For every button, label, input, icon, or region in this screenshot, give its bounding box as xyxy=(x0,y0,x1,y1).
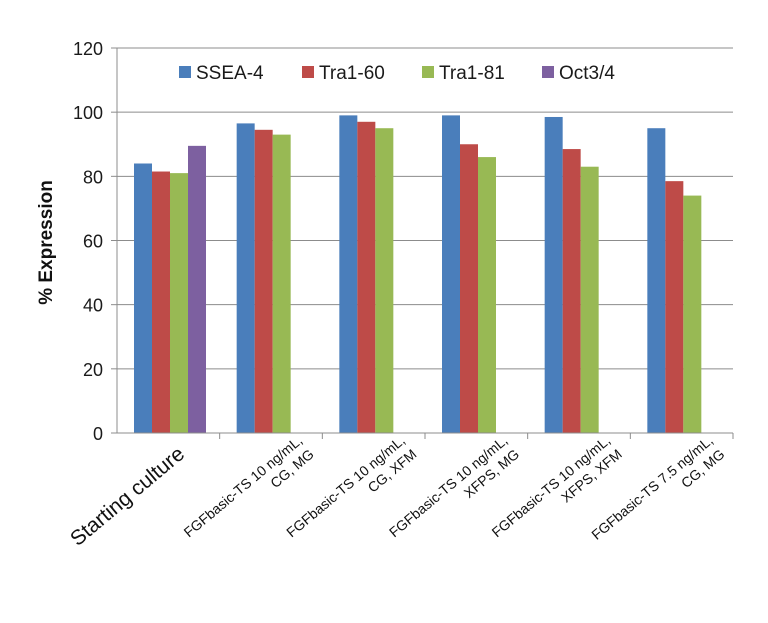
bar-tra1-81-3 xyxy=(478,157,496,434)
bars xyxy=(134,115,702,434)
gridlines xyxy=(117,47,733,370)
y-axis-label: % Expression xyxy=(36,180,57,305)
bar-ssea-4-1 xyxy=(236,123,255,433)
bar-tra1-60-1 xyxy=(254,129,273,433)
bar-tra1-60-0 xyxy=(152,171,170,434)
bar-ssea-4-4 xyxy=(544,116,563,434)
bar-ssea-4-0 xyxy=(134,163,152,433)
legend-label: SSEA-4 xyxy=(196,63,264,84)
y-tick-label: 60 xyxy=(83,232,103,252)
bar-ssea-4-5 xyxy=(647,128,666,434)
legend-swatch xyxy=(302,66,314,78)
bar-tra1-81-0 xyxy=(170,173,188,433)
bar-tra1-81-5 xyxy=(683,195,702,433)
y-tick-label: 0 xyxy=(93,424,103,444)
bar-tra1-81-2 xyxy=(375,128,394,434)
legend-label: Oct3/4 xyxy=(559,63,615,84)
x-category-label-line: Starting culture xyxy=(66,442,189,550)
legend-label: Tra1-60 xyxy=(319,63,385,84)
bar-tra1-60-5 xyxy=(665,181,684,433)
y-tick-label: 120 xyxy=(73,39,103,59)
bar-ssea-4-2 xyxy=(339,115,358,433)
legend-swatch xyxy=(422,66,434,78)
y-tick-label: 100 xyxy=(73,103,103,123)
bar-tra1-60-3 xyxy=(460,144,478,433)
x-category-label: Starting culture xyxy=(66,442,189,550)
bar-ssea-4-3 xyxy=(442,115,460,433)
x-category-label-text: Starting culture xyxy=(66,442,189,550)
bar-oct3-4-0 xyxy=(188,145,206,433)
y-tick-label: 80 xyxy=(83,167,103,187)
bar-tra1-60-4 xyxy=(562,149,581,433)
legend-swatch xyxy=(179,66,191,78)
y-tick-label: 40 xyxy=(83,296,103,316)
legend: SSEA-4 Tra1-60 Tra1-81 Oct3/4 xyxy=(179,63,615,84)
bar-tra1-60-2 xyxy=(357,121,376,434)
y-tick-label: 20 xyxy=(83,360,103,380)
bar-tra1-81-1 xyxy=(272,134,291,433)
bar-tra1-81-4 xyxy=(580,166,599,434)
y-axis-ticks: 0 20 40 60 80 100 120 xyxy=(73,39,117,444)
legend-label: Tra1-81 xyxy=(439,63,505,84)
legend-swatch xyxy=(542,66,554,78)
axes xyxy=(116,48,734,439)
